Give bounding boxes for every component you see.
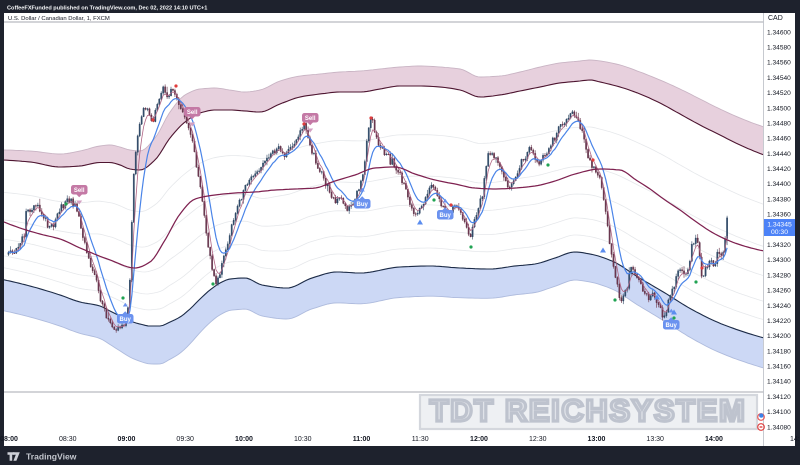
svg-text:1.34600: 1.34600 [767, 29, 791, 36]
svg-text:13:30: 13:30 [646, 436, 664, 443]
svg-text:1.34380: 1.34380 [767, 196, 791, 203]
svg-text:1.34180: 1.34180 [767, 348, 791, 355]
svg-text:Sell: Sell [187, 110, 198, 116]
svg-text:1.34360: 1.34360 [767, 212, 791, 219]
svg-text:1.34200: 1.34200 [767, 333, 791, 340]
svg-text:14:00: 14:00 [705, 436, 723, 443]
svg-text:Buy: Buy [440, 213, 452, 219]
svg-text:1.34280: 1.34280 [767, 272, 791, 279]
svg-text:12:30: 12:30 [529, 436, 547, 443]
svg-text:1.34540: 1.34540 [767, 75, 791, 82]
svg-text:1.34300: 1.34300 [767, 257, 791, 264]
svg-text:1.34440: 1.34440 [767, 151, 791, 158]
svg-text:10:30: 10:30 [294, 436, 312, 443]
svg-text:1.34120: 1.34120 [767, 394, 791, 401]
svg-text:1.34345: 1.34345 [767, 222, 792, 229]
svg-text:1.34580: 1.34580 [767, 45, 791, 52]
svg-text:09:30: 09:30 [176, 436, 194, 443]
svg-text:TDT REICHSYSTEM: TDT REICHSYSTEM [430, 393, 747, 428]
svg-text:Buy: Buy [357, 202, 369, 208]
svg-text:1.34500: 1.34500 [767, 105, 791, 112]
svg-text:11:30: 11:30 [412, 436, 429, 443]
svg-text:1.34400: 1.34400 [767, 181, 791, 188]
svg-text:Sell: Sell [74, 188, 85, 194]
svg-text:1.34140: 1.34140 [767, 379, 791, 386]
svg-text:14:: 14: [790, 436, 800, 443]
svg-text:08:00: 08:00 [0, 436, 18, 443]
svg-text:Buy: Buy [120, 317, 132, 323]
svg-text:1.34420: 1.34420 [767, 166, 791, 173]
svg-text:1.34560: 1.34560 [767, 60, 791, 67]
svg-text:1.34220: 1.34220 [767, 318, 791, 325]
svg-text:00:30: 00:30 [771, 229, 788, 236]
svg-text:1.34480: 1.34480 [767, 121, 791, 128]
svg-text:08:30: 08:30 [59, 436, 77, 443]
svg-text:TradingView: TradingView [26, 452, 77, 462]
svg-text:11:00: 11:00 [353, 436, 371, 443]
svg-text:1.34320: 1.34320 [767, 242, 791, 249]
svg-text:1.34240: 1.34240 [767, 303, 791, 310]
svg-text:13:00: 13:00 [588, 436, 606, 443]
svg-text:1.34160: 1.34160 [767, 364, 791, 371]
svg-text:10:00: 10:00 [235, 436, 253, 443]
svg-text:CAD: CAD [768, 15, 783, 22]
svg-text:CoffeeFXFunded published on Tr: CoffeeFXFunded published on TradingView.… [7, 6, 207, 12]
svg-text:1.34460: 1.34460 [767, 136, 791, 143]
svg-text:1.34260: 1.34260 [767, 288, 791, 295]
svg-text:1.34520: 1.34520 [767, 90, 791, 97]
svg-text:1.34080: 1.34080 [767, 424, 791, 431]
svg-text:09:00: 09:00 [118, 436, 136, 443]
svg-text:Sell: Sell [305, 116, 316, 122]
svg-text:Buy: Buy [666, 323, 678, 329]
svg-text:U.S. Dollar / Canadian Dollar,: U.S. Dollar / Canadian Dollar, 1, FXCM [8, 16, 110, 22]
svg-text:1.34100: 1.34100 [767, 409, 791, 416]
svg-text:12:00: 12:00 [470, 436, 488, 443]
